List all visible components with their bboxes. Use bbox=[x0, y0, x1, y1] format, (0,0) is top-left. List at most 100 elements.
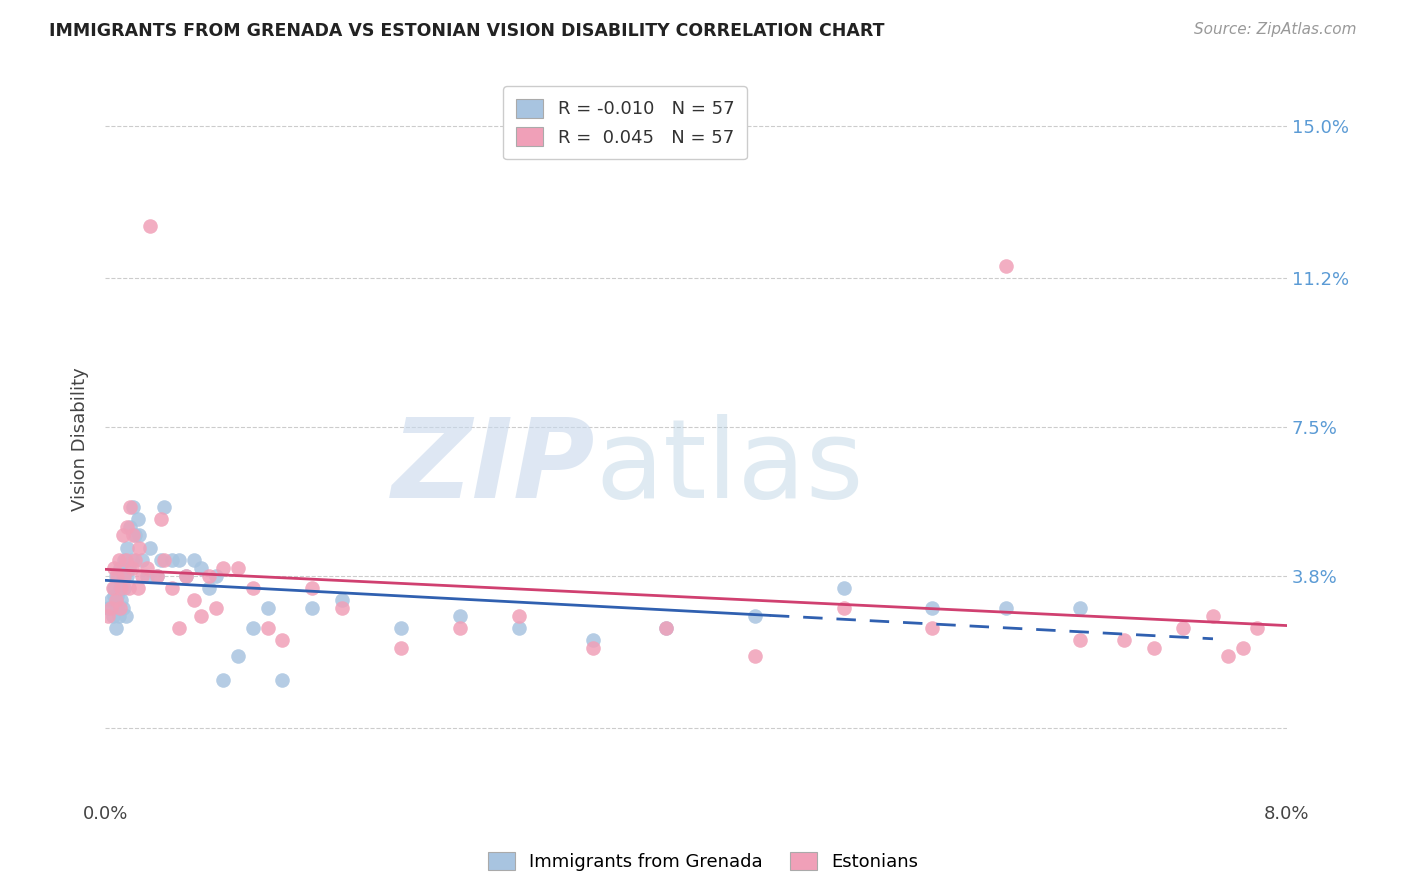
Point bbox=[153, 500, 176, 515]
Point bbox=[101, 608, 124, 623]
Point bbox=[112, 568, 135, 582]
Point bbox=[108, 581, 131, 595]
Point bbox=[508, 621, 530, 635]
Point bbox=[138, 219, 160, 233]
Point bbox=[124, 528, 146, 542]
Point bbox=[128, 528, 150, 542]
Point bbox=[107, 608, 129, 623]
Point bbox=[117, 520, 139, 534]
Point bbox=[744, 648, 766, 663]
Point bbox=[205, 568, 228, 582]
Legend: R = -0.010   N = 57, R =  0.045   N = 57: R = -0.010 N = 57, R = 0.045 N = 57 bbox=[503, 87, 747, 160]
Point bbox=[389, 640, 412, 655]
Point bbox=[108, 560, 131, 574]
Point bbox=[122, 528, 145, 542]
Point bbox=[167, 552, 190, 566]
Point bbox=[1143, 640, 1166, 655]
Point bbox=[995, 600, 1018, 615]
Point bbox=[111, 600, 134, 615]
Point bbox=[449, 621, 471, 635]
Point bbox=[995, 260, 1018, 274]
Point bbox=[121, 552, 143, 566]
Point bbox=[117, 541, 139, 555]
Point bbox=[212, 560, 235, 574]
Point bbox=[256, 600, 278, 615]
Point bbox=[1232, 640, 1254, 655]
Point bbox=[330, 592, 353, 607]
Point bbox=[301, 600, 323, 615]
Point bbox=[120, 500, 142, 515]
Point bbox=[108, 600, 131, 615]
Point bbox=[104, 568, 127, 582]
Point bbox=[118, 581, 141, 595]
Point bbox=[190, 608, 212, 623]
Point bbox=[582, 632, 605, 647]
Point bbox=[153, 552, 176, 566]
Point bbox=[449, 608, 471, 623]
Point bbox=[226, 560, 249, 574]
Point bbox=[112, 552, 135, 566]
Point bbox=[127, 512, 149, 526]
Point bbox=[242, 581, 264, 595]
Point bbox=[1202, 608, 1225, 623]
Point bbox=[103, 581, 125, 595]
Point bbox=[111, 528, 134, 542]
Point bbox=[101, 581, 124, 595]
Point bbox=[242, 621, 264, 635]
Point bbox=[120, 520, 142, 534]
Point bbox=[256, 621, 278, 635]
Point bbox=[146, 568, 169, 582]
Point bbox=[1216, 648, 1239, 663]
Point bbox=[921, 621, 943, 635]
Point bbox=[150, 552, 173, 566]
Point bbox=[131, 552, 153, 566]
Point bbox=[118, 560, 141, 574]
Point bbox=[508, 608, 530, 623]
Point bbox=[146, 568, 169, 582]
Point bbox=[1069, 632, 1091, 647]
Point bbox=[271, 673, 294, 687]
Point bbox=[176, 568, 198, 582]
Point bbox=[103, 560, 125, 574]
Point bbox=[655, 621, 678, 635]
Point bbox=[197, 581, 219, 595]
Point bbox=[582, 640, 605, 655]
Point bbox=[100, 592, 122, 607]
Text: Source: ZipAtlas.com: Source: ZipAtlas.com bbox=[1194, 22, 1357, 37]
Point bbox=[115, 608, 138, 623]
Point bbox=[110, 592, 132, 607]
Point bbox=[183, 592, 205, 607]
Point bbox=[105, 568, 128, 582]
Y-axis label: Vision Disability: Vision Disability bbox=[72, 368, 89, 511]
Point bbox=[115, 552, 138, 566]
Point bbox=[389, 621, 412, 635]
Text: ZIP: ZIP bbox=[392, 415, 596, 522]
Point bbox=[107, 552, 129, 566]
Point bbox=[212, 673, 235, 687]
Point bbox=[128, 541, 150, 555]
Point bbox=[1173, 621, 1195, 635]
Point bbox=[111, 568, 134, 582]
Point bbox=[271, 632, 294, 647]
Point bbox=[138, 541, 160, 555]
Text: atlas: atlas bbox=[596, 415, 865, 522]
Point bbox=[127, 581, 149, 595]
Point bbox=[190, 560, 212, 574]
Point bbox=[832, 600, 855, 615]
Point bbox=[105, 600, 128, 615]
Point bbox=[176, 568, 198, 582]
Point bbox=[100, 600, 122, 615]
Point bbox=[183, 552, 205, 566]
Point bbox=[121, 560, 143, 574]
Point bbox=[655, 621, 678, 635]
Point bbox=[124, 552, 146, 566]
Point bbox=[97, 600, 120, 615]
Point bbox=[205, 600, 228, 615]
Text: IMMIGRANTS FROM GRENADA VS ESTONIAN VISION DISABILITY CORRELATION CHART: IMMIGRANTS FROM GRENADA VS ESTONIAN VISI… bbox=[49, 22, 884, 40]
Point bbox=[167, 621, 190, 635]
Point bbox=[301, 581, 323, 595]
Point bbox=[131, 568, 153, 582]
Point bbox=[104, 621, 127, 635]
Point bbox=[135, 568, 157, 582]
Point bbox=[832, 581, 855, 595]
